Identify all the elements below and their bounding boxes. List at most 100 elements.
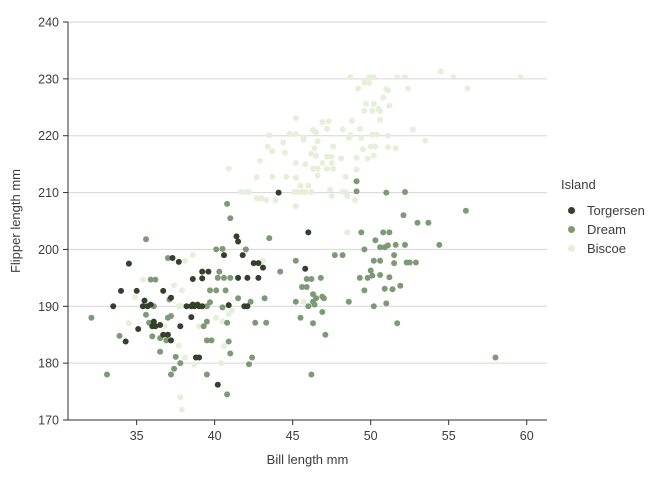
data-point-dream <box>224 319 231 326</box>
data-point-biscoe <box>246 189 252 195</box>
x-tick-label: 45 <box>286 429 300 443</box>
data-point-biscoe <box>300 136 307 143</box>
data-point-biscoe <box>314 172 321 179</box>
data-point-dream <box>172 353 179 360</box>
y-tick-label: 190 <box>38 300 59 314</box>
data-point-biscoe <box>324 153 330 160</box>
data-point-biscoe <box>384 87 391 94</box>
legend-entry-biscoe: Biscoe <box>561 239 645 258</box>
y-tick-label: 200 <box>38 243 59 257</box>
legend-label-torgersen: Torgersen <box>587 203 645 218</box>
data-point-torgersen <box>196 354 203 361</box>
data-point-biscoe <box>253 195 260 202</box>
data-point-biscoe <box>221 343 227 350</box>
data-point-biscoe <box>363 100 369 107</box>
data-point-dream <box>370 303 377 310</box>
data-point-biscoe <box>361 107 368 114</box>
data-point-biscoe <box>191 361 198 368</box>
data-point-biscoe <box>373 131 380 138</box>
data-point-dream <box>389 286 396 293</box>
data-point-dream <box>331 252 338 259</box>
data-point-biscoe <box>310 165 316 172</box>
data-point-biscoe <box>286 131 293 137</box>
data-point-biscoe <box>347 132 354 139</box>
data-point-biscoe <box>139 276 146 283</box>
data-point-dream <box>305 303 312 310</box>
data-point-dream <box>164 255 171 261</box>
data-point-dream <box>88 314 95 321</box>
data-point-biscoe <box>327 186 334 193</box>
data-point-dream <box>397 282 404 289</box>
data-point-dream <box>222 287 229 294</box>
data-point-dream <box>299 284 305 290</box>
data-point-biscoe <box>305 182 312 189</box>
data-point-torgersen <box>150 318 157 325</box>
data-point-dream <box>377 257 384 264</box>
data-point-torgersen <box>199 303 206 310</box>
data-point-torgersen <box>133 287 140 294</box>
x-tick-label: 55 <box>442 429 456 443</box>
data-point-biscoe <box>125 320 132 327</box>
data-point-torgersen <box>152 323 159 330</box>
data-point-dream <box>116 332 123 339</box>
data-point-dream <box>266 235 273 242</box>
data-point-dream <box>320 295 327 302</box>
data-point-torgersen <box>139 303 146 310</box>
data-point-dream <box>207 287 213 294</box>
data-point-dream <box>377 272 384 278</box>
data-point-biscoe <box>253 174 260 181</box>
data-point-torgersen <box>235 274 242 281</box>
data-point-torgersen <box>118 287 124 294</box>
data-point-biscoe <box>372 143 379 150</box>
data-point-dream <box>143 311 149 318</box>
data-point-biscoe <box>370 74 377 81</box>
data-point-biscoe <box>338 155 344 162</box>
data-point-torgersen <box>214 381 221 388</box>
data-point-dream <box>246 361 252 368</box>
data-point-dream <box>392 241 399 248</box>
data-point-biscoe <box>367 143 374 150</box>
data-point-dream <box>219 245 226 252</box>
data-point-biscoe <box>409 126 416 133</box>
data-point-torgersen <box>255 260 262 267</box>
data-point-dream <box>436 241 443 248</box>
legend-label-biscoe: Biscoe <box>587 241 627 256</box>
data-point-biscoe <box>264 143 271 150</box>
data-point-dream <box>104 371 110 378</box>
data-point-biscoe <box>402 74 408 81</box>
data-point-biscoe <box>377 108 384 115</box>
data-point-torgersen <box>147 301 154 308</box>
data-point-torgersen <box>160 331 167 338</box>
data-point-dream <box>216 268 223 275</box>
data-point-biscoe <box>330 165 337 172</box>
data-point-dream <box>308 276 315 282</box>
legend-title: Island <box>561 177 596 192</box>
data-point-dream <box>369 272 376 279</box>
data-point-dream <box>263 319 270 326</box>
data-point-dream <box>219 304 226 311</box>
data-point-biscoe <box>328 153 335 160</box>
data-point-dream <box>391 252 398 259</box>
data-point-biscoe <box>302 189 309 195</box>
data-point-biscoe <box>366 74 373 81</box>
data-point-dream <box>383 300 390 307</box>
data-point-biscoe <box>292 115 299 122</box>
data-point-dream <box>310 320 316 327</box>
legend-entry-dream: Dream <box>561 220 645 239</box>
data-point-biscoe <box>339 126 346 133</box>
data-point-dream <box>317 274 324 281</box>
data-point-dream <box>303 284 310 290</box>
data-point-dream <box>402 189 408 195</box>
data-point-dream <box>386 274 393 281</box>
data-point-torgersen <box>168 337 174 344</box>
data-point-dream <box>171 365 178 372</box>
data-point-dream <box>358 229 365 236</box>
data-point-torgersen <box>244 303 251 310</box>
data-point-biscoe <box>196 323 203 330</box>
data-point-biscoe <box>328 160 335 166</box>
data-point-biscoe <box>364 155 371 162</box>
data-point-dream <box>203 371 210 378</box>
data-point-torgersen <box>225 302 232 309</box>
